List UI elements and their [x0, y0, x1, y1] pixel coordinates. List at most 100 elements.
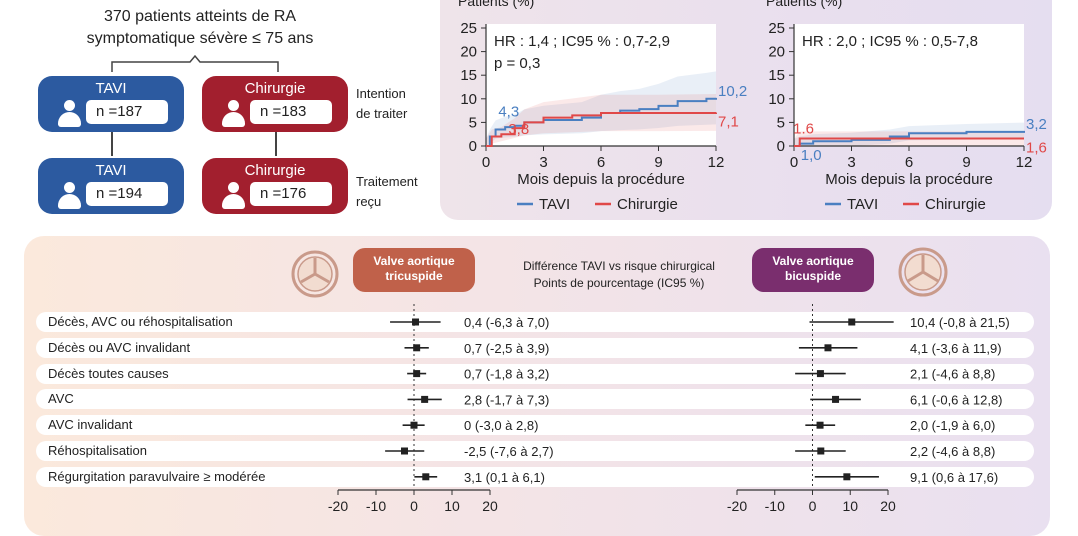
forest-x-tick-label: -20 [328, 498, 348, 514]
tavi-end-label: 3,2 [1026, 116, 1047, 133]
km-chart-bicuspid: Patients (%) 0 5 10 15 20 25 0 3 6 9 12 HR : 2,0 ; I… [766, 0, 1047, 213]
x-axis-label: Mois depuis la procédure [825, 171, 993, 188]
y-tick-label: 20 [460, 44, 477, 61]
y-tick-label: 10 [460, 91, 477, 108]
x-tick-label: 9 [654, 154, 662, 171]
treated-surgery-label: Chirurgie [244, 162, 306, 179]
itt-surgery-box: Chirurgie n =183 [202, 76, 348, 132]
point-estimate [816, 421, 824, 429]
point-estimate [410, 421, 418, 429]
forest-row [36, 389, 1034, 410]
surgery-series-line [486, 111, 717, 147]
forest-x-tick-label: -10 [765, 498, 785, 514]
treated-surgery-n: n =176 [250, 182, 332, 206]
tricuspid-badge-line2: tricuspide [385, 269, 443, 283]
estimate-label: 9,1 (0,6 à 17,6) [910, 470, 998, 485]
tricuspid-badge-line1: Valve aortique [373, 254, 455, 268]
itt-side-line1: Intention [356, 86, 406, 101]
surgery-end-label: 7,1 [718, 113, 739, 130]
treated-tavi-n: n =194 [86, 182, 168, 206]
forest-row-label: Réhospitalisation [48, 443, 148, 458]
tavi-series-line [486, 97, 717, 147]
point-estimate [832, 395, 840, 403]
point-estimate [422, 473, 430, 481]
y-tick-label: 15 [460, 67, 477, 84]
itt-side-line2: de traiter [356, 106, 408, 121]
treated-side-line1: Traitement [356, 174, 418, 189]
treated-tavi-label: TAVI [95, 162, 127, 179]
forest-row-label: AVC invalidant [48, 417, 133, 433]
forest-row [36, 415, 1034, 436]
y-tick-label: 25 [768, 20, 785, 37]
x-tick-label: 0 [790, 154, 798, 171]
treated-surgery-box: Chirurgie n =176 [202, 158, 348, 214]
y-tick-label: 10 [768, 91, 785, 108]
forest-plot: -20 -10 0 10 20 0,4 (-6,3 à 7,0) 0,7 (-2,5 à 3… [328, 304, 1010, 514]
x-axis-label: Mois depuis la procédure [517, 171, 685, 188]
forest-x-tick-label: 0 [410, 498, 418, 514]
x-tick-label: 6 [597, 154, 605, 171]
x-tick-label: 12 [708, 154, 725, 171]
point-estimate [816, 370, 824, 378]
y-tick-label: 20 [768, 44, 785, 61]
point-estimate [413, 344, 421, 352]
tricuspid-badge: Valve aortique tricuspide [353, 248, 475, 292]
legend-surgery-label: Chirurgie [617, 196, 678, 213]
estimate-label: 2,1 (-4,6 à 8,8) [910, 367, 995, 382]
estimate-label: 4,1 (-3,6 à 11,9) [910, 341, 1002, 356]
flow-connector [275, 132, 277, 156]
flow-title-line1: 370 patients atteints de RA [103, 8, 297, 25]
estimate-label: 10,4 (-0,8 à 21,5) [910, 315, 1010, 330]
surgery-series-line [794, 137, 1024, 147]
person-icon [220, 100, 246, 128]
estimate-label: 0,7 (-2,5 à 3,9) [464, 341, 549, 356]
x-tick-label: 12 [1016, 154, 1033, 171]
forest-row-label: AVC [48, 391, 74, 407]
person-icon [56, 182, 82, 210]
person-icon [220, 182, 246, 210]
forest-row-label: Régurgitation paravulvaire ≥ modérée [48, 468, 266, 484]
point-estimate [843, 473, 851, 481]
x-tick-label: 0 [482, 154, 490, 171]
x-tick-label: 3 [539, 154, 547, 171]
treated-side-label: Traitement reçu [356, 172, 418, 212]
forest-row [36, 312, 1034, 332]
km-annotation-hr: HR : 2,0 ; IC95 % : 0,5-7,8 [802, 33, 978, 50]
forest-row [36, 337, 1034, 358]
estimate-label: 2,8 (-1,7 à 7,3) [464, 392, 549, 407]
estimate-label: 0,4 (-6,3 à 7,0) [464, 315, 549, 330]
bicuspid-badge-line2: bicuspide [784, 269, 841, 283]
estimate-label: 0 (-3,0 à 2,8) [464, 418, 538, 433]
forest-row [36, 363, 1034, 384]
km-chart-tricuspid: Patients (%) 0 5 10 15 20 25 0 3 6 9 12 HR : 1,4 ; I… [458, 0, 747, 213]
flow-connectors [111, 54, 279, 72]
km-plot-area [794, 24, 1024, 146]
tavi-end-label: 10,2 [718, 83, 747, 100]
forest-x-tick-label: 20 [482, 498, 498, 514]
surgery-mid-label: 3,8 [508, 121, 529, 138]
itt-tavi-n: n =187 [86, 100, 168, 124]
person-icon [56, 100, 82, 128]
y-tick-label: 0 [469, 138, 477, 155]
forest-center-line1: Différence TAVI vs risque chirurgical [523, 259, 715, 273]
forest-x-tick-label: 20 [880, 498, 896, 514]
km-title: Patients (%) [458, 0, 534, 9]
tavi-series-line [794, 130, 1025, 147]
legend-tavi-label: TAVI [539, 196, 570, 213]
forest-x-tick-label: -10 [366, 498, 386, 514]
forest-x-tick-label: 10 [444, 498, 460, 514]
treated-tavi-box: TAVI n =194 [38, 158, 184, 214]
itt-tavi-label: TAVI [95, 80, 127, 97]
flow-title-line2: symptomatique sévère ≤ 75 ans [86, 30, 314, 47]
surgery-mid-label: 1.6 [793, 121, 814, 138]
bicuspid-valve-icon [898, 247, 948, 297]
forest-center-line2: Points de pourcentage (IC95 %) [533, 276, 705, 290]
legend-surgery-label: Chirurgie [925, 196, 986, 213]
forest-row [36, 466, 1034, 487]
km-annotation-p: p = 0,3 [494, 55, 540, 72]
estimate-label: 3,1 (0,1 à 6,1) [464, 470, 545, 485]
point-estimate [421, 395, 429, 403]
x-tick-label: 9 [962, 154, 970, 171]
tavi-mid-label: 1,0 [801, 147, 822, 164]
forest-row-label: Décès ou AVC invalidant [48, 339, 191, 355]
